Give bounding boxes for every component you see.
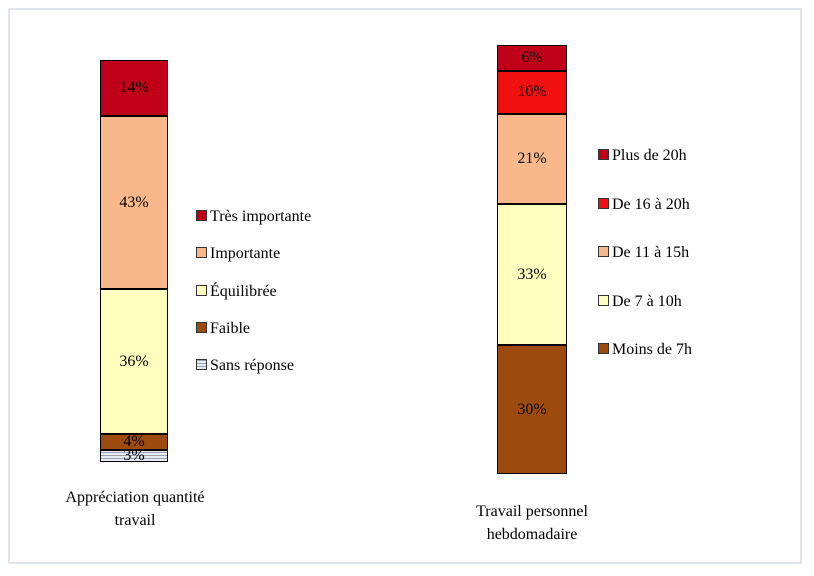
frame [8,8,802,564]
value-label: 43% [119,193,149,211]
legend-entry: Plus de 20h [598,148,687,164]
bar-segment [497,203,567,346]
legend-entry: Équilibrée [196,282,277,300]
legend-swatch [196,359,207,371]
legend-label: Faible [210,319,250,337]
value-label: 3% [123,446,145,464]
bar-segment [100,289,168,434]
legend-entry: De 7 à 10h [598,292,682,310]
legend-label: Moins de 7h [612,341,692,358]
legend-label: De 16 à 20h [612,195,690,213]
value-label: 4% [123,432,145,450]
bar-segment [100,433,168,450]
legend-label: Très importante [210,208,312,225]
legend-label: De 11 à 15h [612,244,690,261]
legend-swatch [196,284,207,296]
legend-swatch [196,321,207,333]
bar-segment [100,60,168,117]
bar-segment [497,70,567,114]
bar-segment [497,113,567,204]
category-label: Appréciation quantité travail [65,489,205,529]
value-label: 14% [119,79,149,97]
legend-entry: De 16 à 20h [598,195,690,213]
value-label: 6% [521,48,543,66]
legend-swatch [598,343,609,354]
legend-label: Équilibrée [210,282,277,300]
legend-swatch [598,197,609,209]
legend-entry: De 11 à 15h [598,245,689,261]
legend-swatch [598,294,609,306]
legend-label: Importante [210,245,281,263]
legend-swatch [196,210,207,221]
legend-swatch [598,149,609,160]
legend-entry: Sans réponse [196,358,294,374]
bar-segment [100,449,168,462]
legend-label: Plus de 20h [612,147,687,164]
legend-swatch [598,246,609,257]
legend-entry: Moins de 7h [598,342,692,358]
legend-label: Sans réponse [210,357,294,375]
value-label: 36% [119,352,149,370]
bar-segment [497,345,567,474]
legend-entry: Faible [196,319,250,337]
legend-swatch [196,247,207,259]
bar-segment [497,45,567,71]
legend-entry: Très importante [196,209,311,225]
legend-entry: Importante [196,246,280,262]
category-label: Travail personnel hebdomadaire [476,503,588,543]
bar-segment [100,116,168,290]
value-label: 10% [517,83,547,101]
value-label: 30% [517,400,547,418]
value-label: 33% [517,265,547,283]
value-label: 21% [517,149,547,167]
legend-label: De 7 à 10h [612,292,682,310]
